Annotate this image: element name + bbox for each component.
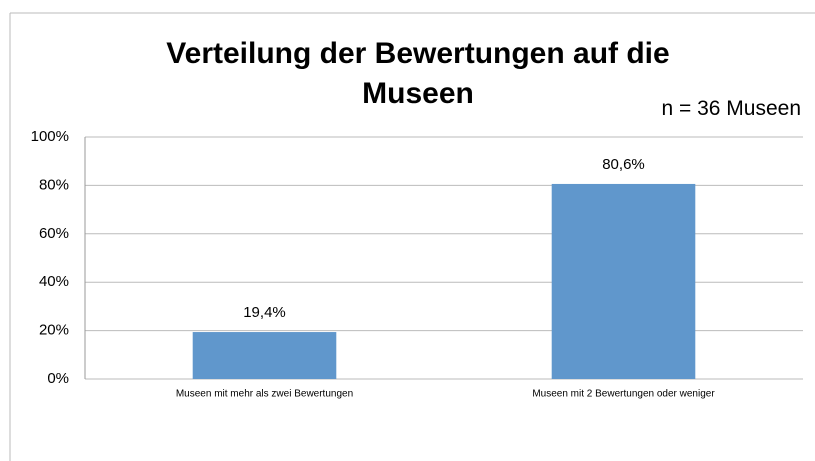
x-tick-label: Museen mit mehr als zwei Bewertungen [176, 389, 353, 400]
y-tick-label: 40% [39, 273, 69, 290]
annotation: n = 36 Museen [661, 97, 801, 120]
x-tick-label: Museen mit 2 Bewertungen oder weniger [532, 389, 715, 400]
y-tick-label: 0% [47, 370, 69, 387]
chart-title: Verteilung der Bewertungen auf die Musee… [166, 37, 670, 110]
y-tick-label: 20% [39, 322, 69, 339]
y-tick-label: 60% [39, 225, 69, 242]
value-label: 19,4% [243, 304, 286, 321]
value-label: 80,6% [602, 156, 645, 173]
y-tick-label: 100% [31, 128, 69, 145]
bar [192, 332, 337, 379]
y-tick-label: 80% [39, 176, 69, 193]
bar [551, 183, 696, 379]
